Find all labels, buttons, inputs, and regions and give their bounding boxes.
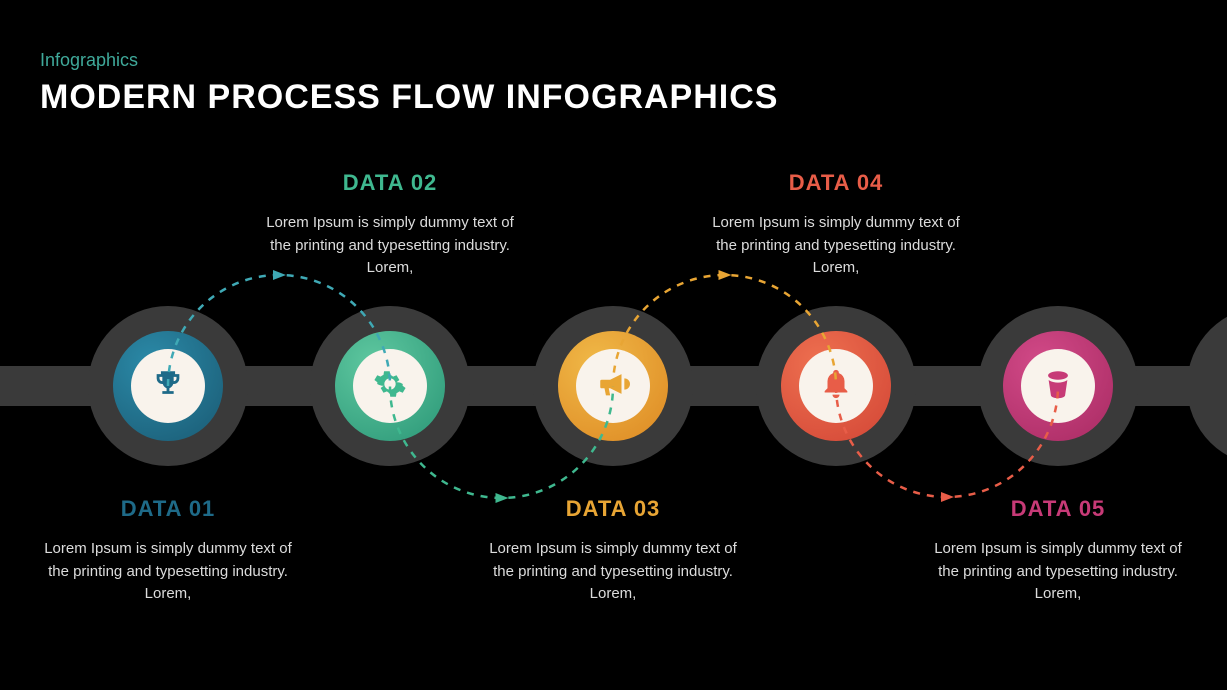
strip-cap-right [1187,306,1227,466]
page-subtitle: Infographics [40,50,138,71]
data-label: DATA 04 [706,170,966,196]
page-title: MODERN PROCESS FLOW INFOGRAPHICS [40,78,778,117]
data-desc: Lorem Ipsum is simply dummy text of the … [483,538,743,606]
connector-arc-n4 [816,255,1078,517]
data-label: DATA 02 [260,170,520,196]
data-desc: Lorem Ipsum is simply dummy text of the … [38,538,298,606]
data-desc: Lorem Ipsum is simply dummy text of the … [928,538,1188,606]
